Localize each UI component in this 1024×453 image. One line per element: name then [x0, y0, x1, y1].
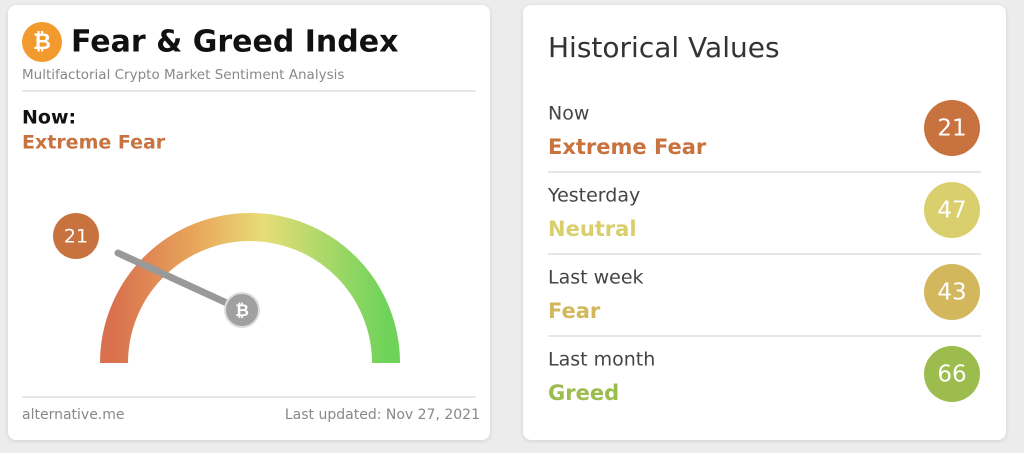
value-text: 66 [937, 362, 966, 388]
subtitle: Multifactorial Crypto Market Sentiment A… [22, 67, 344, 83]
period-label: Yesterday [547, 185, 640, 207]
value-text: 43 [937, 280, 966, 306]
value-text: 21 [937, 116, 966, 142]
value-badge-text: 21 [64, 226, 88, 248]
value-circle [924, 100, 980, 156]
classification: Fear [548, 299, 601, 323]
bitcoin-logo [22, 22, 62, 62]
period-label: Last week [548, 267, 644, 289]
gauge-arc [100, 213, 400, 364]
gauge-card-svg: ₿ Fear & Greed Index Multifactorial Cryp… [22, 22, 480, 423]
title: Fear & Greed Index [71, 25, 398, 60]
needle-hub [224, 292, 260, 328]
bitcoin-symbol: ₿ [33, 30, 51, 55]
value-circle [924, 264, 980, 320]
classification: Neutral [548, 217, 637, 241]
value-badge [53, 213, 99, 259]
gauge-needle [114, 249, 246, 314]
classification: Greed [548, 381, 619, 405]
fear-greed-card: ₿ Fear & Greed Index Multifactorial Cryp… [8, 5, 490, 440]
value-circle [924, 346, 980, 402]
historical-svg: Historical Values Now Extreme Fear 21 Yeste… [547, 31, 981, 405]
footer-source[interactable]: alternative.me [22, 407, 125, 423]
classification: Extreme Fear [548, 135, 707, 159]
period-label: Last month [548, 349, 655, 371]
period-label: Now [548, 103, 589, 125]
footer-updated: Last updated: Nov 27, 2021 [285, 407, 480, 423]
now-classification: Extreme Fear [22, 132, 166, 154]
historical-card: Historical Values Now Extreme Fear 21 Yeste… [523, 5, 1006, 440]
historical-title: Historical Values [548, 31, 780, 64]
hub-symbol: ₿ [235, 301, 249, 321]
value-circle [924, 182, 980, 238]
now-label: Now: [22, 107, 76, 129]
value-text: 47 [937, 198, 966, 224]
